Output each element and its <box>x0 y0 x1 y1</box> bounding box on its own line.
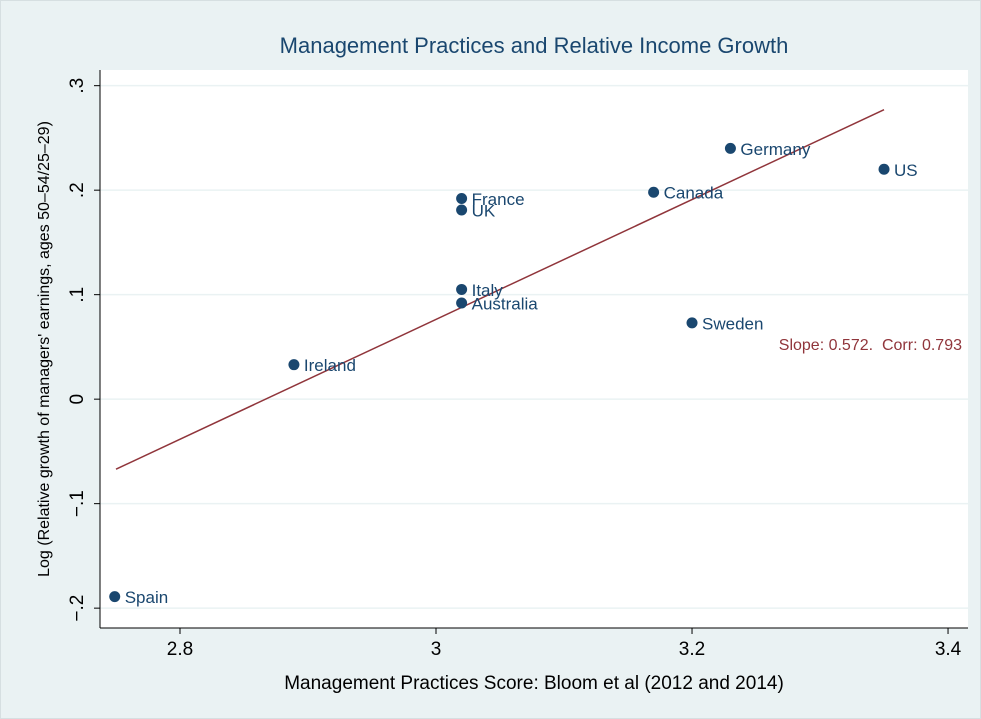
point-label: Germany <box>740 140 810 159</box>
x-axis-title: Management Practices Score: Bloom et al … <box>284 673 784 694</box>
point <box>456 297 468 309</box>
fit-line <box>115 109 885 470</box>
point <box>456 283 468 295</box>
y-tick-label: 0 <box>67 394 88 405</box>
chart-title: Management Practices and Relative Income… <box>280 33 789 58</box>
y-tick-label: −.2 <box>67 595 88 622</box>
point-label: Ireland <box>304 356 356 375</box>
x-tick-label: 3 <box>431 639 442 660</box>
x-tick-label: 3.2 <box>679 639 705 660</box>
annotation: Slope: 0.572. Corr: 0.793 <box>779 337 962 354</box>
x-tick-label: 3.4 <box>935 639 962 660</box>
point <box>456 204 468 216</box>
point-label: France <box>472 190 525 209</box>
point-label: Canada <box>664 184 724 203</box>
point <box>724 142 736 154</box>
point <box>648 186 660 198</box>
y-tick-label: .3 <box>67 78 88 94</box>
point-label: Italy <box>472 281 504 300</box>
point-label: Australia <box>472 295 539 314</box>
point-label: US <box>894 161 918 180</box>
y-axis-title: Log (Relative growth of managers' earnin… <box>36 121 53 577</box>
y-tick-label: −.1 <box>67 490 88 517</box>
point-label: Spain <box>125 588 168 607</box>
point <box>686 317 698 329</box>
point <box>878 163 890 175</box>
point <box>288 359 300 371</box>
plot-region <box>100 70 968 628</box>
point-label: Sweden <box>702 314 763 333</box>
point-label: UK <box>472 202 496 221</box>
point <box>109 591 121 603</box>
x-tick-label: 2.8 <box>167 639 193 660</box>
y-tick-label: .1 <box>67 287 88 303</box>
y-tick-label: .2 <box>67 182 88 198</box>
point <box>456 193 468 205</box>
